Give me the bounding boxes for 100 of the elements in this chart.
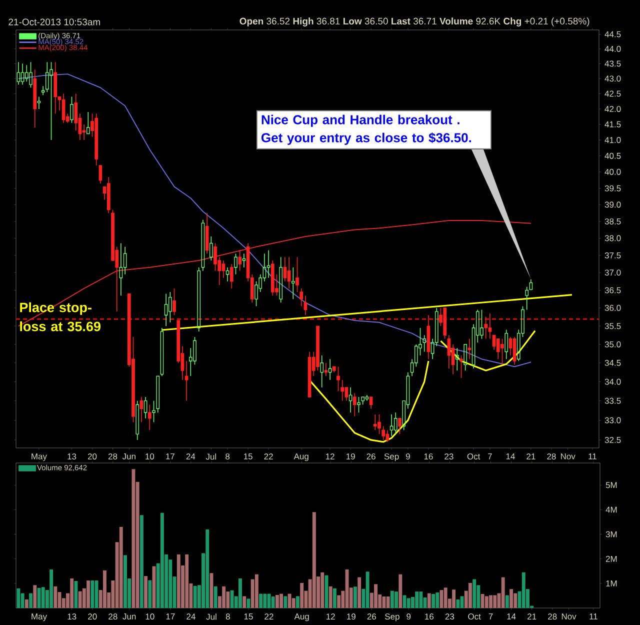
y-tick-label: 42.5 <box>604 90 621 97</box>
bar <box>275 594 279 608</box>
x-tick-label: 12 <box>326 453 334 460</box>
x-tick-label: 28 <box>108 453 118 460</box>
y-tick-label: 4M <box>606 506 617 513</box>
x-tick-label: Nov <box>560 453 576 460</box>
x-tick-label: Oct <box>467 453 480 460</box>
y-tick-label: 33.5 <box>604 398 621 404</box>
x-tick-label: 9 <box>406 453 410 460</box>
y-tick-label: 38.5 <box>604 218 621 224</box>
candlestick <box>300 288 304 307</box>
x-tick-label: 11 <box>590 614 598 620</box>
x-tick-label: 21 <box>528 614 536 620</box>
x-tick-label: 15 <box>244 614 253 620</box>
chart-subtitle: 21-Oct-2013 10:53am <box>8 18 100 26</box>
x-tick-label: 13 <box>68 614 76 620</box>
bar <box>366 572 370 608</box>
x-tick-label: 24 <box>186 614 196 620</box>
candlestick <box>390 414 394 436</box>
x-tick-label: 23 <box>444 453 454 460</box>
x-tick-label: 8 <box>226 614 230 620</box>
bar <box>398 574 402 608</box>
bar <box>140 515 144 608</box>
y-tick-label: 38.0 <box>604 235 621 242</box>
bar <box>90 580 94 608</box>
candlestick <box>62 93 66 124</box>
candlestick <box>365 394 369 402</box>
y-tick-label: 41.5 <box>604 121 621 128</box>
y-tick-label: 42.0 <box>604 106 621 112</box>
bar <box>332 588 336 608</box>
candlestick <box>320 355 324 388</box>
bar <box>419 592 423 608</box>
bar <box>436 592 440 608</box>
bar <box>354 586 357 608</box>
bar <box>390 590 394 608</box>
bar <box>337 595 341 608</box>
x-tick-label: 16 <box>424 453 433 460</box>
bar <box>501 577 505 608</box>
candlestick <box>140 396 144 423</box>
x-tick-label: May <box>32 453 47 462</box>
bar <box>468 582 472 608</box>
y-tick-label: 37.5 <box>604 252 621 258</box>
x-tick-label: Sep <box>385 614 400 622</box>
bar <box>263 594 267 608</box>
x-tick-label: 21 <box>526 453 536 460</box>
x-tick-label: Oct <box>468 614 481 620</box>
bar <box>427 593 431 608</box>
bar <box>254 574 258 608</box>
x-tick-label: Aug <box>294 453 308 462</box>
bar <box>144 576 148 608</box>
candlestick <box>447 334 451 369</box>
bar <box>222 586 226 608</box>
x-tick-label: 16 <box>425 614 434 620</box>
candlestick <box>54 62 58 114</box>
bar <box>514 593 518 608</box>
x-tick-label: 14 <box>506 453 515 460</box>
x-tick-label: Nov <box>562 614 576 620</box>
x-tick-label: 19 <box>347 614 356 620</box>
candlestick <box>382 426 386 440</box>
x-tick-label: 14 <box>507 614 516 620</box>
candlestick <box>468 338 472 360</box>
x-tick-label: 23 <box>445 614 454 620</box>
candlestick <box>242 253 246 268</box>
candlestick <box>336 366 340 392</box>
x-tick-label: Sep <box>384 453 399 462</box>
bar <box>456 599 460 608</box>
x-tick-label: 12 <box>326 614 335 620</box>
candlestick <box>348 387 352 413</box>
annotation: Nice Cup and Handle breakout . Get your entry as close to $36.50. <box>261 114 472 145</box>
bar <box>132 469 136 608</box>
candlestick <box>386 430 390 442</box>
bar <box>242 596 246 608</box>
y-tick-label: 35.0 <box>604 341 621 348</box>
ref-line-label: Place stop-loss at 35.69 <box>20 302 100 332</box>
bar <box>86 580 90 608</box>
y-tick-label: 40.0 <box>604 168 621 175</box>
candlestick <box>201 219 205 272</box>
y-tick-label: 35.5 <box>604 323 621 330</box>
bar <box>358 577 362 608</box>
bar <box>119 526 123 608</box>
bar <box>33 585 37 608</box>
candlestick <box>529 278 533 290</box>
y-tick-label: 44.5 <box>604 31 621 38</box>
candlestick <box>152 400 156 423</box>
bar <box>29 593 33 608</box>
bar <box>24 599 28 608</box>
x-tick-label: 11 <box>588 453 596 460</box>
bar <box>50 569 54 608</box>
candlestick <box>164 293 168 326</box>
candlestick <box>426 314 430 360</box>
candlestick <box>74 93 78 131</box>
bar <box>160 512 164 608</box>
bar <box>206 529 210 608</box>
x-tick-label: 20 <box>88 453 97 460</box>
candlestick <box>283 256 287 282</box>
candlestick <box>488 312 492 340</box>
bar <box>386 596 390 608</box>
bar <box>510 589 514 608</box>
y-tick-label: 1M <box>606 580 617 586</box>
bar <box>259 594 262 608</box>
